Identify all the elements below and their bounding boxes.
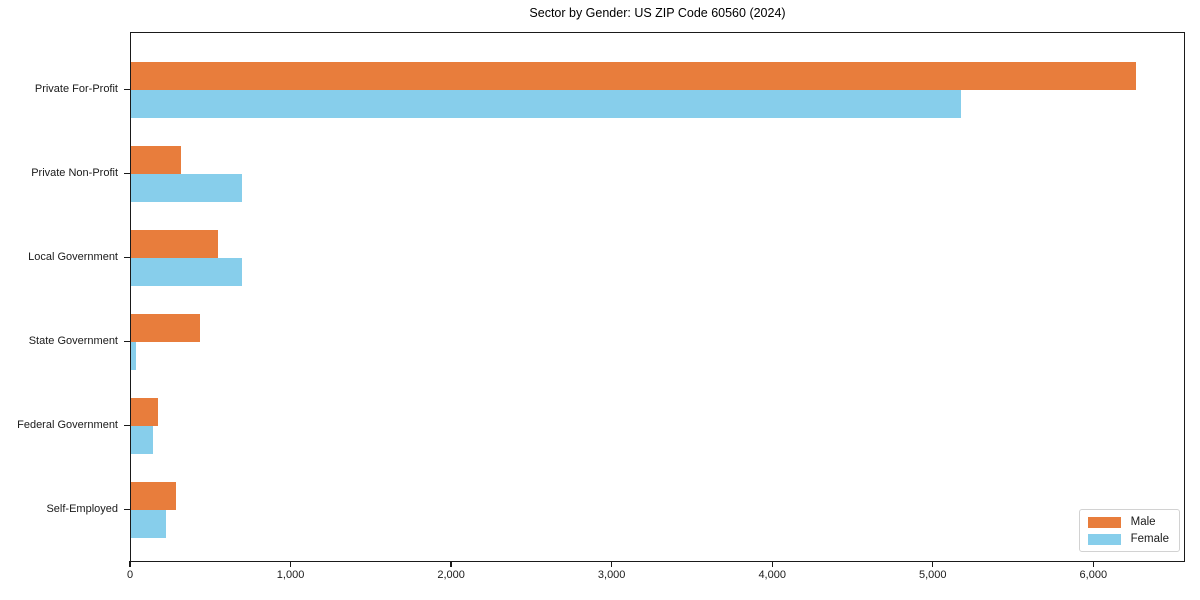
x-axis-tick-label: 6,000 xyxy=(1079,569,1108,581)
bar-female-1 xyxy=(131,90,962,118)
y-axis-category-label: Private Non-Profit xyxy=(31,167,118,179)
bar-male-2 xyxy=(131,146,181,174)
legend: Male Female xyxy=(1078,509,1180,552)
legend-swatch-male xyxy=(1087,516,1121,528)
bar-female-5 xyxy=(131,426,154,454)
bar-female-3 xyxy=(131,258,242,286)
x-axis-tick-label: 0 xyxy=(126,569,134,581)
y-axis-category-label: Private For-Profit xyxy=(34,83,118,95)
bar-male-4 xyxy=(131,314,201,342)
y-axis-category-label: State Government xyxy=(28,335,118,347)
y-axis-category-label: Local Government xyxy=(28,251,118,263)
y-axis-category-label: Self-Employed xyxy=(46,503,118,515)
x-axis-tick-label: 1,000 xyxy=(276,569,305,581)
x-axis-tick-label: 4,000 xyxy=(758,569,786,581)
bar-male-6 xyxy=(131,482,176,510)
y-axis-tick xyxy=(124,173,130,175)
bar-female-4 xyxy=(131,342,136,370)
y-axis-tick xyxy=(124,509,130,511)
x-axis-tick xyxy=(611,561,613,567)
chart-title: Sector by Gender: US ZIP Code 60560 (202… xyxy=(529,6,786,20)
legend-label: Female xyxy=(1130,533,1169,545)
x-axis-tick xyxy=(1092,561,1094,567)
bar-female-2 xyxy=(131,174,242,202)
x-axis-tick xyxy=(450,561,452,567)
y-axis-tick xyxy=(124,425,130,427)
y-axis-tick xyxy=(124,341,130,343)
bar-male-5 xyxy=(131,398,159,426)
legend-item-female: Female xyxy=(1087,533,1169,545)
bar-male-1 xyxy=(131,62,1137,90)
y-axis-tick xyxy=(124,89,130,91)
x-axis-tick xyxy=(932,561,934,567)
x-axis-tick xyxy=(289,561,292,567)
legend-item-male: Male xyxy=(1087,516,1169,528)
x-axis-tick xyxy=(129,561,131,567)
x-axis-tick-label: 3,000 xyxy=(597,569,626,581)
plot-area: Male Female xyxy=(130,32,1185,562)
legend-label: Male xyxy=(1130,516,1156,528)
x-axis-tick xyxy=(771,561,773,567)
x-axis-tick-label: 5,000 xyxy=(919,569,947,581)
y-axis-tick xyxy=(124,257,130,259)
legend-swatch-female xyxy=(1087,533,1121,545)
bar-male-3 xyxy=(131,230,218,258)
bar-female-6 xyxy=(131,510,166,538)
x-axis-tick-label: 2,000 xyxy=(437,569,465,581)
y-axis-category-label: Federal Government xyxy=(17,419,118,431)
